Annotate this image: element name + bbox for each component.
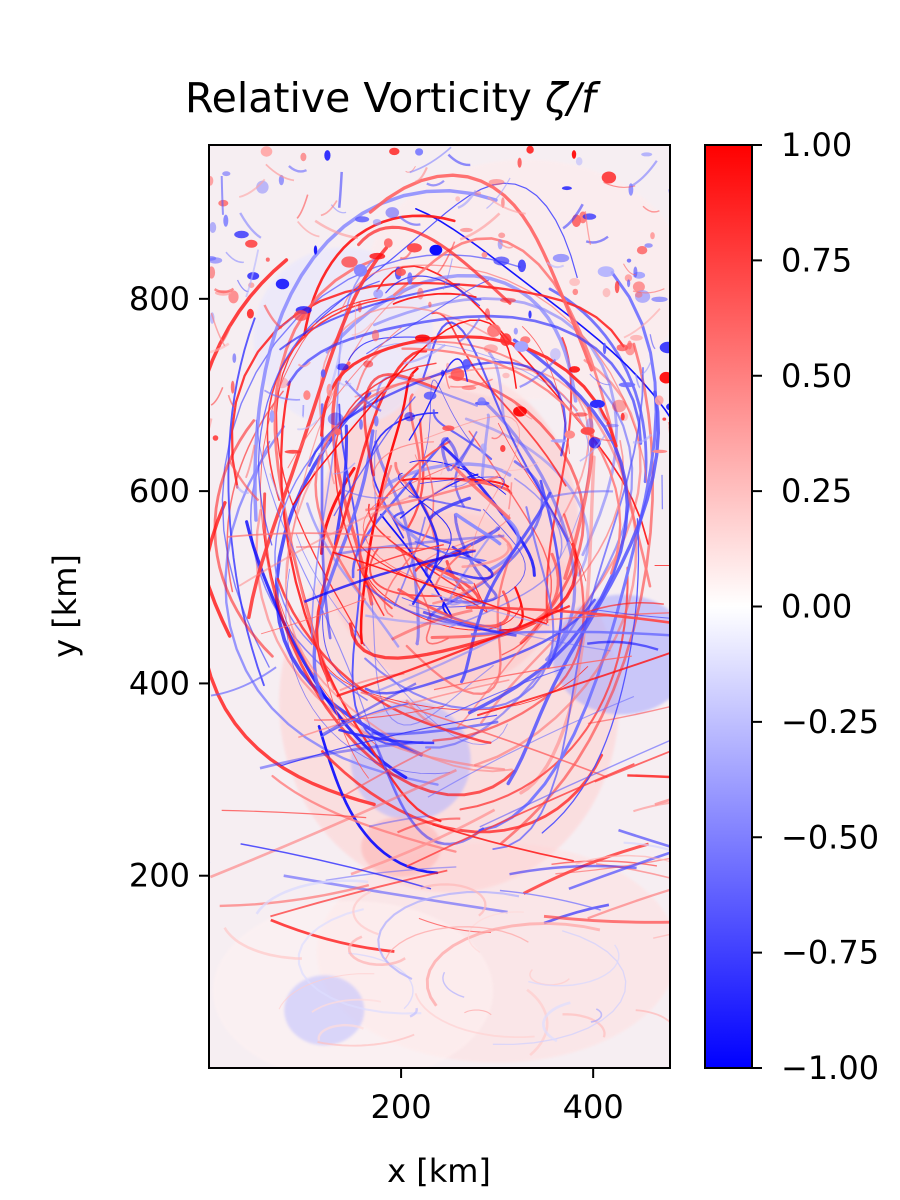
- plot-frame: [208, 144, 671, 1069]
- colorbar-tick-label: 1.00: [781, 126, 852, 164]
- colorbar-tick-label: 0.50: [781, 357, 852, 395]
- y-axis-label: y [km]: [46, 554, 84, 658]
- colorbar-tick-label: −0.75: [781, 934, 879, 972]
- x-tick-label: 400: [563, 1088, 624, 1126]
- y-axis: 200 400 600 800: [129, 280, 209, 895]
- x-axis: 200 400: [371, 1068, 624, 1126]
- y-tick-label: 600: [129, 472, 190, 510]
- chart-title-math: ζ/f: [544, 74, 596, 122]
- y-tick-label: 800: [129, 280, 190, 318]
- x-axis-label: x [km]: [387, 1152, 491, 1190]
- colorbar-tick-label: 0.75: [781, 241, 852, 279]
- colorbar-tick-label: −0.25: [781, 703, 879, 741]
- colorbar-tick-label: −1.00: [781, 1049, 879, 1087]
- colorbar-ticks: 1.00 0.75 0.50 0.25 0.00 −0.25 −0.50 −0.75 −1.00: [752, 126, 879, 1087]
- colorbar: [705, 145, 752, 1068]
- y-tick-label: 400: [129, 664, 190, 702]
- colorbar-tick-label: 0.25: [781, 472, 852, 510]
- chart-title: Relative Vorticity ζ/f: [185, 74, 596, 130]
- colorbar-tick-label: −0.50: [781, 818, 879, 856]
- vorticity-heatmap: [209, 145, 670, 1068]
- x-tick-label: 200: [371, 1088, 432, 1126]
- chart-title-main: Relative Vorticity: [185, 74, 545, 122]
- colorbar-tick-label: 0.00: [781, 588, 852, 626]
- y-tick-label: 200: [129, 857, 190, 895]
